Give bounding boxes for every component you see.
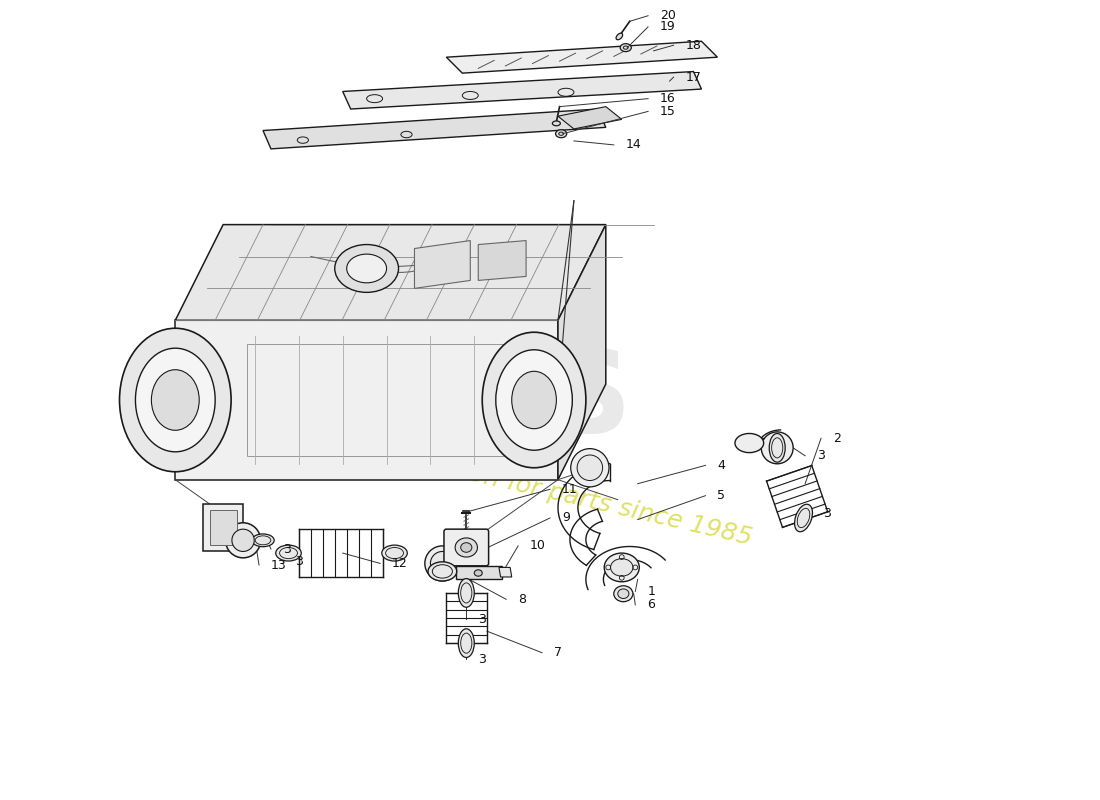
Text: 12: 12 [392,557,408,570]
Ellipse shape [461,542,472,552]
Text: 3: 3 [295,554,302,567]
Ellipse shape [334,245,398,292]
Text: euroS: euroS [257,345,632,455]
Polygon shape [499,567,512,577]
Text: 17: 17 [685,70,702,84]
Ellipse shape [552,121,560,126]
Ellipse shape [616,33,623,40]
Polygon shape [175,320,558,480]
Text: 18: 18 [685,38,702,52]
Ellipse shape [276,545,301,561]
Ellipse shape [459,629,474,658]
Ellipse shape [620,44,631,52]
Polygon shape [558,225,606,480]
Ellipse shape [252,534,274,546]
Ellipse shape [455,538,477,557]
Ellipse shape [614,586,632,602]
Ellipse shape [571,449,609,487]
Ellipse shape [226,522,261,558]
Polygon shape [263,109,606,149]
Text: 16: 16 [660,92,675,105]
Ellipse shape [425,546,460,581]
Ellipse shape [474,570,482,576]
Text: 5: 5 [717,489,725,502]
Text: 8: 8 [518,593,526,606]
Polygon shape [455,566,503,579]
Ellipse shape [382,545,407,561]
Ellipse shape [735,434,763,453]
Text: 6: 6 [647,598,656,611]
Text: 10: 10 [530,539,546,552]
Ellipse shape [761,432,793,464]
Ellipse shape [610,558,632,576]
Ellipse shape [428,562,456,581]
Text: 7: 7 [554,646,562,659]
Text: 2: 2 [833,432,840,445]
Ellipse shape [578,455,603,481]
Polygon shape [415,241,471,288]
Polygon shape [343,71,702,109]
Text: 3: 3 [817,450,825,462]
Text: 14: 14 [626,138,641,151]
FancyBboxPatch shape [444,529,488,566]
Text: 1: 1 [647,585,656,598]
Ellipse shape [482,332,586,468]
Ellipse shape [604,553,639,582]
Ellipse shape [152,370,199,430]
Ellipse shape [496,350,572,450]
Text: 4: 4 [717,459,725,472]
Ellipse shape [512,371,557,429]
Text: 19: 19 [660,21,675,34]
Ellipse shape [556,130,566,138]
Ellipse shape [769,434,785,462]
Text: 9: 9 [562,511,570,525]
Ellipse shape [794,504,813,532]
Ellipse shape [430,551,454,575]
Ellipse shape [135,348,216,452]
Text: 11: 11 [562,482,578,496]
Ellipse shape [346,254,386,283]
Text: 20: 20 [660,10,675,22]
Polygon shape [210,510,236,545]
Polygon shape [558,106,622,129]
Polygon shape [204,504,243,551]
Text: 3: 3 [283,542,290,555]
Ellipse shape [232,529,254,551]
Text: a passion for parts since 1985: a passion for parts since 1985 [381,442,755,550]
Text: 15: 15 [660,105,675,118]
Polygon shape [447,42,717,73]
Text: 3: 3 [823,506,830,520]
Ellipse shape [618,589,629,598]
Polygon shape [478,241,526,281]
Polygon shape [175,225,606,320]
Ellipse shape [459,578,474,607]
Text: 13: 13 [271,558,287,571]
Text: 3: 3 [478,613,486,626]
Ellipse shape [120,328,231,472]
Text: 3: 3 [478,653,486,666]
